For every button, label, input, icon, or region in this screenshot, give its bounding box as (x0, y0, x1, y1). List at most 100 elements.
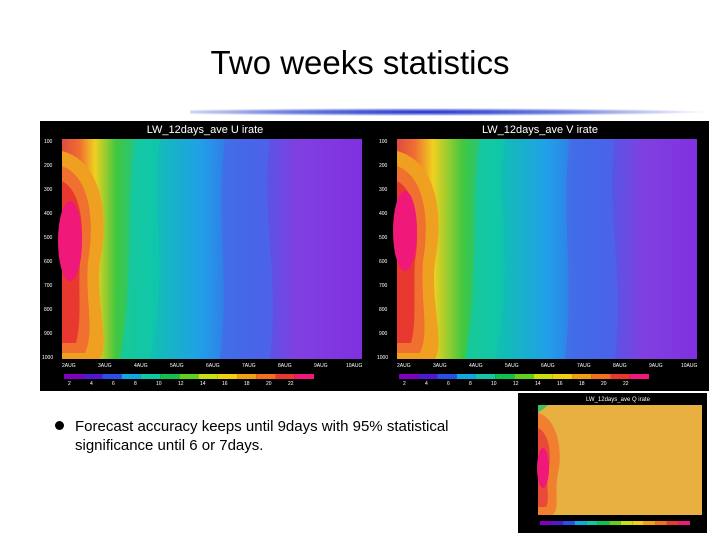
scale-swatch (456, 374, 476, 379)
v-wind-panel: LW_12days_ave V irate 100 200 300 400 50… (375, 121, 709, 391)
x-axis: 2AUG 3AUG 4AUG 5AUG 6AUG 7AUG 8AUG 9AUG … (62, 363, 363, 369)
scale-label: 20 (601, 381, 607, 387)
bullet-icon (55, 421, 64, 430)
scale-swatch (294, 374, 314, 379)
scale-label: 2 (403, 381, 406, 387)
scale-label: 14 (535, 381, 541, 387)
scale-label: 12 (513, 381, 519, 387)
y-tick: 900 (44, 331, 53, 337)
scale-swatch (552, 374, 573, 379)
x-tick: 4AUG (134, 363, 148, 369)
scale-label: 20 (266, 381, 272, 387)
scale-swatch (551, 521, 564, 525)
scale-swatch (275, 374, 295, 379)
scale-swatch (540, 521, 552, 525)
x-axis: 2AUG 3AUG 4AUG 5AUG 6AUG 7AUG 8AUG 9AUG … (397, 363, 698, 369)
x-tick: 2AUG (397, 363, 411, 369)
x-tick: 2AUG (62, 363, 76, 369)
scale-swatch (160, 374, 180, 379)
scale-label: 22 (288, 381, 294, 387)
scale-label: 10 (156, 381, 162, 387)
y-tick: 600 (379, 259, 388, 265)
y-tick: 200 (44, 163, 53, 169)
scale-swatch (591, 374, 611, 379)
plot-area (62, 139, 362, 359)
scale-swatch (629, 374, 649, 379)
color-scale-bar (399, 374, 649, 379)
x-tick: 3AUG (433, 363, 447, 369)
y-tick: 600 (44, 259, 53, 265)
scale-swatch (678, 521, 690, 525)
scale-swatch (514, 374, 534, 379)
contour-core (537, 448, 549, 488)
x-tick: 5AUG (505, 363, 519, 369)
scale-swatch (655, 521, 667, 525)
contour-band (465, 139, 505, 359)
y-tick: 700 (379, 283, 388, 289)
scale-label: 6 (112, 381, 115, 387)
scale-swatch (609, 521, 621, 525)
y-tick: 100 (44, 139, 53, 145)
y-tick: 1000 (42, 355, 53, 361)
scale-swatch (574, 521, 587, 525)
scale-swatch (64, 374, 84, 379)
scale-label: 16 (557, 381, 563, 387)
scale-swatch (620, 521, 633, 525)
scale-swatch (217, 374, 238, 379)
scale-label: 4 (90, 381, 93, 387)
contour-band (565, 139, 618, 359)
y-tick: 800 (44, 307, 53, 313)
panel-title: LW_12days_ave Q irate (586, 397, 651, 403)
scale-swatch (237, 374, 257, 379)
y-axis: 100 200 300 400 500 600 700 800 900 1000 (377, 139, 388, 361)
y-tick: 200 (379, 163, 388, 169)
scale-label: 22 (623, 381, 629, 387)
scale-label: 8 (469, 381, 472, 387)
scale-swatch (475, 374, 496, 379)
y-tick: 800 (379, 307, 388, 313)
y-tick: 300 (379, 187, 388, 193)
color-scale-bar (64, 374, 314, 379)
scale-label: 18 (244, 381, 250, 387)
scale-swatch (495, 374, 515, 379)
y-tick: 400 (44, 211, 53, 217)
x-tick: 10AUG (346, 363, 363, 369)
x-tick: 8AUG (278, 363, 292, 369)
inset-panel: LW_12days_ave Q irate (518, 393, 707, 533)
scale-labels: 2 4 6 8 10 12 14 16 18 20 22 (403, 381, 629, 387)
scale-label: 12 (178, 381, 184, 387)
scale-label: 8 (134, 381, 137, 387)
x-tick: 5AUG (170, 363, 184, 369)
scale-labels: 2 4 6 8 10 12 14 16 18 20 22 (68, 381, 294, 387)
scale-swatch (399, 374, 419, 379)
contour-core (393, 191, 417, 271)
scale-swatch (418, 374, 438, 379)
y-tick: 900 (379, 331, 388, 337)
bullet-text: Forecast accuracy keeps until 9days with… (75, 418, 449, 454)
scale-swatch (597, 521, 610, 525)
scale-swatch (256, 374, 276, 379)
y-tick: 500 (44, 235, 53, 241)
y-tick: 400 (379, 211, 388, 217)
scale-swatch (140, 374, 161, 379)
color-scale-bar (540, 521, 690, 525)
slide-title: Two weeks statistics (210, 44, 510, 81)
plot-area (397, 139, 697, 359)
scale-label: 10 (491, 381, 497, 387)
x-tick: 4AUG (469, 363, 483, 369)
x-tick: 7AUG (577, 363, 591, 369)
scale-swatch (121, 374, 141, 379)
contour-core (58, 201, 82, 281)
scale-swatch (572, 374, 592, 379)
y-tick: 500 (379, 235, 388, 241)
plot-area (538, 405, 702, 515)
contour-band (220, 139, 273, 359)
scale-label: 2 (68, 381, 71, 387)
scale-swatch (533, 374, 553, 379)
panel-title: LW_12days_ave V irate (482, 124, 598, 136)
scale-swatch (102, 374, 122, 379)
x-tick: 8AUG (613, 363, 627, 369)
x-tick: 6AUG (206, 363, 220, 369)
scale-swatch (586, 521, 598, 525)
scale-swatch (610, 374, 630, 379)
